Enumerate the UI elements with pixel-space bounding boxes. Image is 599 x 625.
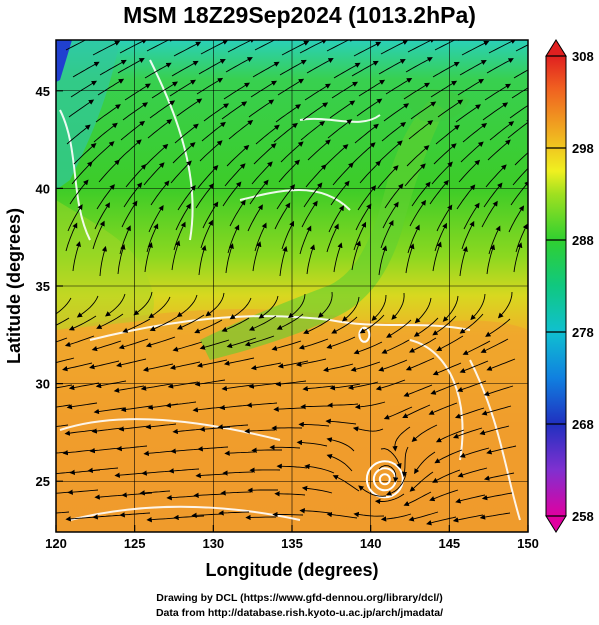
colorbar-tick-label: 268 <box>572 417 594 432</box>
temperature-field <box>56 40 528 532</box>
colorbar: 258 268 278 288 298 308 <box>545 39 594 533</box>
y-tick-label: 45 <box>36 84 50 99</box>
x-tick-label: 130 <box>202 536 224 551</box>
colorbar-tick-label: 298 <box>572 141 594 156</box>
x-tick-label: 145 <box>438 536 460 551</box>
y-tick-label: 25 <box>36 474 50 489</box>
y-tick-label: 30 <box>36 377 50 392</box>
map-title: MSM 18Z29Sep2024 (1013.2hPa) <box>123 2 476 28</box>
y-axis-label: Latitude (degrees) <box>4 208 24 364</box>
y-tick-label: 35 <box>36 279 50 294</box>
footer-credit-line2: Data from http://database.rish.kyoto-u.a… <box>155 607 444 619</box>
x-axis-label: Longitude (degrees) <box>205 560 378 580</box>
footer-credit-line1: Drawing by DCL (https://www.gfd-dennou.o… <box>156 592 443 604</box>
y-tick-label: 40 <box>36 181 50 196</box>
x-tick-label: 150 <box>517 536 539 551</box>
x-tick-label: 140 <box>360 536 382 551</box>
colorbar-tick-label: 308 <box>572 49 594 64</box>
x-axis-ticks: 120 125 130 135 140 145 150 <box>45 525 539 551</box>
colorbar-tick-label: 258 <box>572 509 594 524</box>
low-pressure-marker <box>358 326 371 343</box>
x-tick-label: 120 <box>45 536 67 551</box>
x-tick-label: 125 <box>124 536 146 551</box>
x-tick-label: 135 <box>281 536 303 551</box>
colorbar-tick-label: 288 <box>572 233 594 248</box>
colorbar-tick-label: 278 <box>572 325 594 340</box>
y-axis-ticks: 25 30 35 40 45 <box>36 84 63 489</box>
